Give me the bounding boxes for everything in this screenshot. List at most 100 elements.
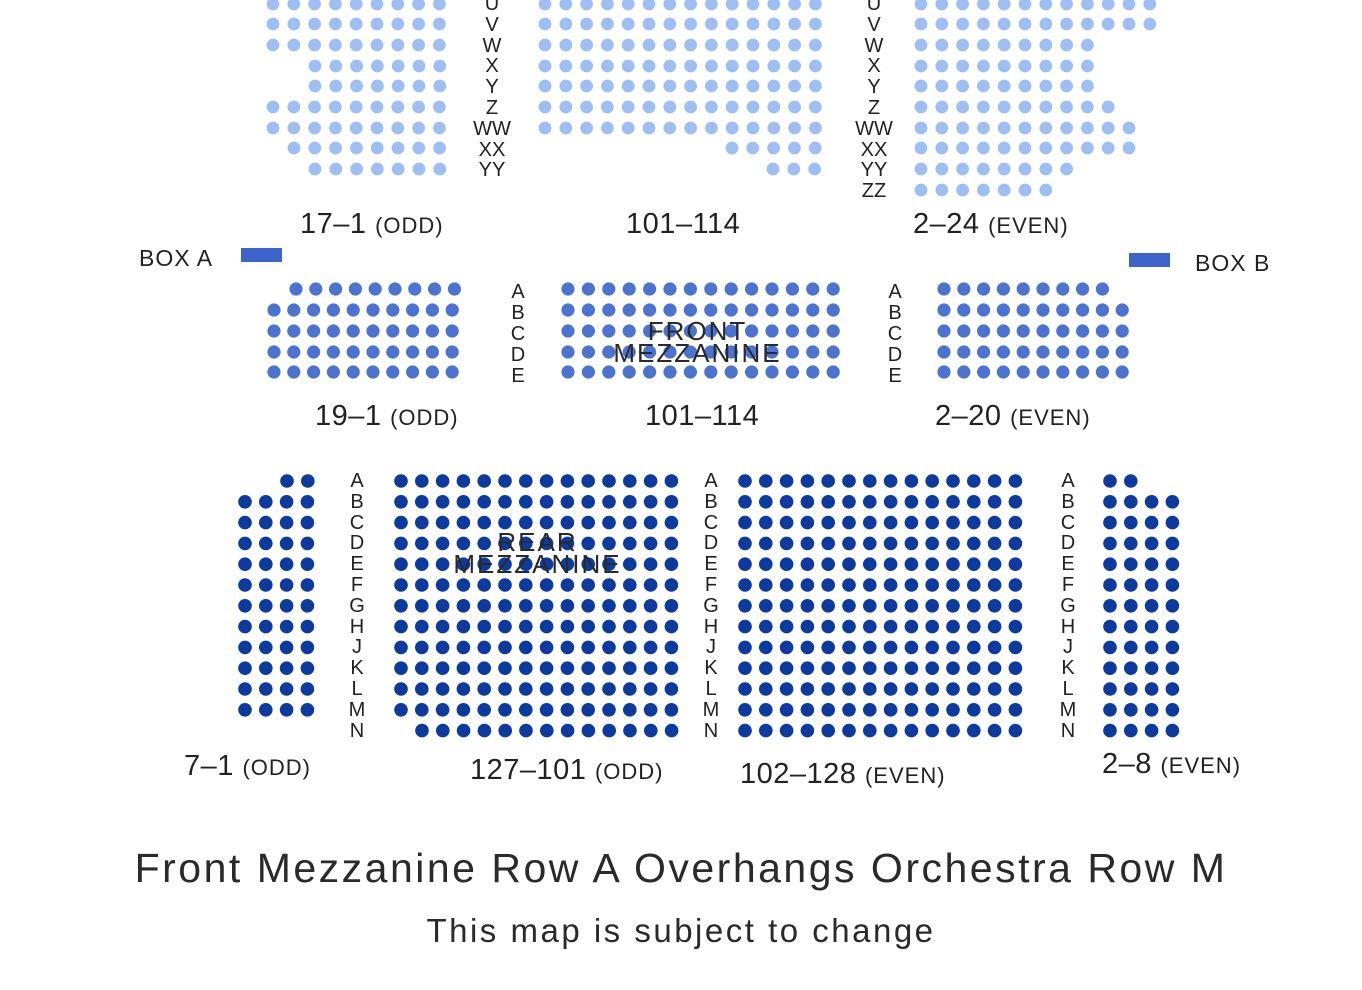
rear-mezzanine-seat[interactable] <box>779 599 794 613</box>
rear-mezzanine-seat[interactable] <box>946 640 960 655</box>
box-b-marker[interactable] <box>1129 253 1170 267</box>
orchestra-seat[interactable] <box>580 38 593 52</box>
rear-mezzanine-seat[interactable] <box>498 703 512 717</box>
front-mezzanine-seat[interactable] <box>643 324 657 338</box>
front-mezzanine-seat[interactable] <box>267 365 281 379</box>
rear-mezzanine-seat[interactable] <box>602 515 616 530</box>
orchestra-seat[interactable] <box>705 79 718 93</box>
orchestra-seat[interactable] <box>788 79 801 93</box>
rear-mezzanine-seat[interactable] <box>300 682 315 696</box>
front-mezzanine-seat[interactable] <box>425 324 439 338</box>
orchestra-seat[interactable] <box>977 100 990 114</box>
rear-mezzanine-seat[interactable] <box>602 578 616 592</box>
rear-mezzanine-seat[interactable] <box>967 703 981 717</box>
orchestra-seat[interactable] <box>914 162 928 176</box>
rear-mezzanine-seat[interactable] <box>519 599 533 613</box>
front-mezzanine-seat[interactable] <box>683 324 698 338</box>
rear-mezzanine-seat[interactable] <box>664 661 679 675</box>
rear-mezzanine-seat[interactable] <box>519 536 533 551</box>
rear-mezzanine-seat[interactable] <box>987 661 1002 675</box>
rear-mezzanine-seat[interactable] <box>581 474 595 488</box>
orchestra-seat[interactable] <box>266 38 280 52</box>
rear-mezzanine-seat[interactable] <box>456 661 471 675</box>
orchestra-seat[interactable] <box>914 121 928 135</box>
rear-mezzanine-seat[interactable] <box>863 557 877 571</box>
orchestra-seat[interactable] <box>746 100 760 114</box>
rear-mezzanine-seat[interactable] <box>560 599 575 613</box>
rear-mezzanine-seat[interactable] <box>863 661 877 675</box>
front-mezzanine-seat[interactable] <box>386 365 400 379</box>
rear-mezzanine-seat[interactable] <box>623 640 637 655</box>
rear-mezzanine-seat[interactable] <box>1103 640 1117 655</box>
orchestra-seat[interactable] <box>349 121 363 135</box>
rear-mezzanine-seat[interactable] <box>1165 536 1180 551</box>
rear-mezzanine-seat[interactable] <box>738 640 752 655</box>
rear-mezzanine-seat[interactable] <box>759 557 773 571</box>
rear-mezzanine-seat[interactable] <box>1165 661 1180 675</box>
rear-mezzanine-seat[interactable] <box>1103 599 1117 613</box>
rear-mezzanine-seat[interactable] <box>1008 640 1023 655</box>
orchestra-seat[interactable] <box>287 38 301 52</box>
rear-mezzanine-seat[interactable] <box>643 682 658 696</box>
orchestra-seat[interactable] <box>391 17 405 31</box>
rear-mezzanine-seat[interactable] <box>477 536 492 551</box>
rear-mezzanine-seat[interactable] <box>967 578 981 592</box>
rear-mezzanine-seat[interactable] <box>904 515 919 530</box>
rear-mezzanine-seat[interactable] <box>602 619 616 634</box>
rear-mezzanine-seat[interactable] <box>904 723 919 738</box>
rear-mezzanine-seat[interactable] <box>800 495 815 509</box>
rear-mezzanine-seat[interactable] <box>883 661 898 675</box>
orchestra-seat[interactable] <box>788 59 801 73</box>
front-mezzanine-seat[interactable] <box>785 303 800 317</box>
orchestra-seat[interactable] <box>684 121 697 135</box>
rear-mezzanine-seat[interactable] <box>1008 474 1023 488</box>
orchestra-seat[interactable] <box>997 38 1011 52</box>
front-mezzanine-seat[interactable] <box>785 345 800 359</box>
rear-mezzanine-seat[interactable] <box>987 619 1002 634</box>
front-mezzanine-seat[interactable] <box>602 303 616 317</box>
orchestra-seat[interactable] <box>935 183 949 197</box>
rear-mezzanine-seat[interactable] <box>539 536 554 551</box>
orchestra-seat[interactable] <box>1101 100 1115 114</box>
rear-mezzanine-seat[interactable] <box>779 661 794 675</box>
rear-mezzanine-seat[interactable] <box>279 703 294 717</box>
rear-mezzanine-seat[interactable] <box>738 703 752 717</box>
rear-mezzanine-seat[interactable] <box>519 723 533 738</box>
orchestra-seat[interactable] <box>1039 100 1053 114</box>
front-mezzanine-seat[interactable] <box>386 303 400 317</box>
rear-mezzanine-seat[interactable] <box>456 703 471 717</box>
rear-mezzanine-seat[interactable] <box>821 578 835 592</box>
rear-mezzanine-seat[interactable] <box>238 599 252 613</box>
rear-mezzanine-seat[interactable] <box>394 557 408 571</box>
rear-mezzanine-seat[interactable] <box>779 703 794 717</box>
rear-mezzanine-seat[interactable] <box>602 536 616 551</box>
orchestra-seat[interactable] <box>642 121 656 135</box>
rear-mezzanine-seat[interactable] <box>1144 703 1159 717</box>
orchestra-seat[interactable] <box>1122 121 1136 135</box>
orchestra-seat[interactable] <box>371 79 384 93</box>
rear-mezzanine-seat[interactable] <box>904 599 919 613</box>
orchestra-seat[interactable] <box>935 121 949 135</box>
orchestra-seat[interactable] <box>997 0 1011 11</box>
orchestra-seat[interactable] <box>391 141 405 155</box>
front-mezzanine-seat[interactable] <box>785 365 800 379</box>
rear-mezzanine-seat[interactable] <box>602 495 616 509</box>
rear-mezzanine-seat[interactable] <box>987 474 1002 488</box>
orchestra-seat[interactable] <box>433 141 446 155</box>
rear-mezzanine-seat[interactable] <box>925 640 939 655</box>
rear-mezzanine-seat[interactable] <box>664 557 679 571</box>
rear-mezzanine-seat[interactable] <box>415 682 429 696</box>
front-mezzanine-seat[interactable] <box>1115 345 1129 359</box>
orchestra-seat[interactable] <box>1018 38 1032 52</box>
rear-mezzanine-seat[interactable] <box>498 536 512 551</box>
rear-mezzanine-seat[interactable] <box>1144 723 1159 738</box>
rear-mezzanine-seat[interactable] <box>519 703 533 717</box>
rear-mezzanine-seat[interactable] <box>863 578 877 592</box>
orchestra-seat[interactable] <box>935 59 949 73</box>
orchestra-seat[interactable] <box>287 0 301 11</box>
orchestra-seat[interactable] <box>601 38 614 52</box>
rear-mezzanine-seat[interactable] <box>477 515 492 530</box>
rear-mezzanine-seat[interactable] <box>821 640 835 655</box>
front-mezzanine-seat[interactable] <box>307 345 321 359</box>
rear-mezzanine-seat[interactable] <box>539 515 554 530</box>
